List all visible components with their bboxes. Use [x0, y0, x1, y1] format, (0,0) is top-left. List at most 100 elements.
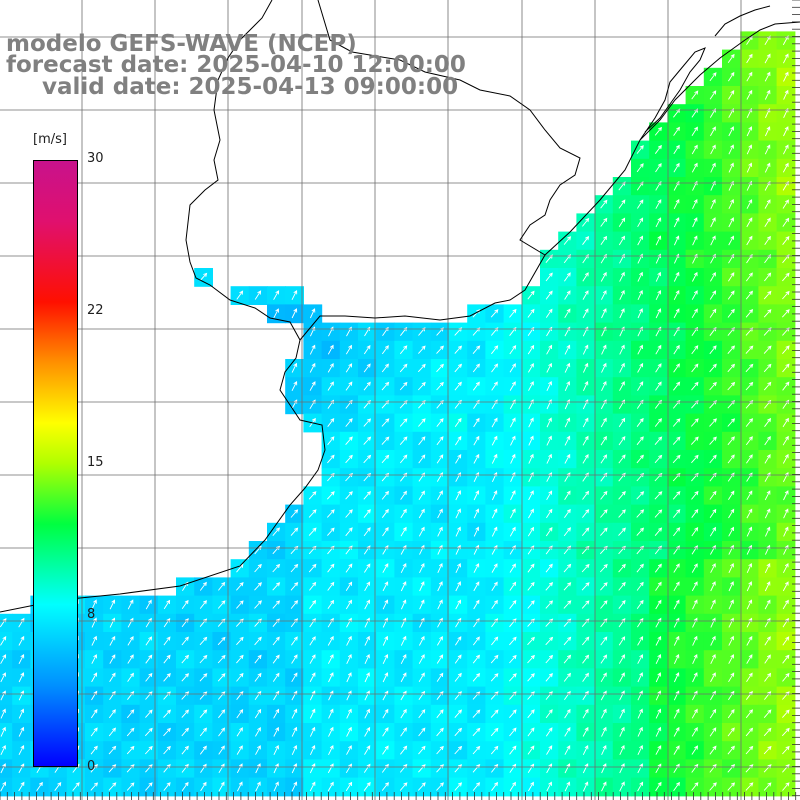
wind-arrow	[745, 782, 754, 791]
wind-arrow	[782, 290, 790, 300]
wind-arrow	[709, 290, 717, 300]
wind-arrow	[764, 217, 771, 227]
wind-arrow	[673, 527, 681, 537]
wind-arrow	[709, 454, 717, 464]
wind-arrow	[436, 345, 444, 354]
wind-arrow	[545, 600, 554, 609]
wind-arrow	[691, 563, 698, 573]
colorbar-tick-15: 15	[87, 455, 104, 470]
wind-arrow	[727, 454, 735, 464]
wind-arrow	[691, 126, 698, 136]
wind-arrow	[18, 726, 25, 737]
wind-arrow	[746, 199, 753, 209]
wind-arrow	[255, 726, 261, 737]
wind-arrow	[345, 563, 353, 573]
wind-arrow	[636, 581, 644, 591]
valid-date: valid date: 2025-04-13 09:00:00	[42, 74, 459, 100]
wind-arrow	[400, 708, 407, 719]
wind-arrow	[145, 636, 153, 646]
wind-arrow	[727, 782, 736, 791]
wind-arrow	[564, 308, 571, 319]
wind-arrow	[455, 453, 462, 464]
wind-arrow	[327, 454, 335, 464]
wind-arrow	[236, 581, 244, 591]
wind-arrow	[382, 635, 389, 646]
wind-arrow	[782, 581, 789, 592]
wind-arrow	[255, 745, 261, 755]
wind-arrow	[509, 363, 516, 373]
wind-arrow	[163, 727, 171, 737]
wind-arrow	[145, 672, 153, 682]
wind-arrow	[291, 636, 298, 646]
wind-arrow	[637, 654, 643, 664]
wind-arrow	[455, 562, 461, 573]
wind-arrow	[527, 344, 535, 355]
wind-arrow	[692, 635, 698, 646]
wind-arrow	[527, 745, 535, 755]
wind-arrow	[582, 217, 590, 227]
wind-arrow	[782, 672, 790, 682]
wind-arrow	[763, 381, 772, 391]
wind-arrow	[419, 581, 425, 592]
wind-arrow	[728, 581, 734, 592]
wind-arrow	[291, 362, 298, 373]
wind-arrow	[764, 71, 771, 82]
wind-arrow	[218, 781, 225, 792]
wind-arrow	[655, 199, 662, 209]
wind-arrow	[363, 490, 372, 500]
wind-arrow	[582, 472, 589, 482]
wind-arrow	[217, 600, 226, 609]
wind-arrow	[327, 362, 334, 373]
wind-arrow	[363, 418, 372, 427]
wind-arrow	[600, 600, 608, 609]
wind-arrow	[655, 726, 662, 737]
wind-arrow	[728, 508, 735, 519]
wind-arrow	[199, 654, 208, 664]
wind-arrow	[199, 272, 208, 282]
wind-arrow	[710, 235, 716, 246]
wind-arrow	[673, 162, 680, 173]
wind-speed-cells	[0, 31, 796, 797]
wind-arrow	[346, 635, 352, 646]
wind-arrow	[599, 563, 608, 573]
wind-arrow	[328, 708, 334, 719]
wind-arrow	[473, 526, 480, 537]
wind-arrow	[782, 345, 790, 354]
wind-arrow	[254, 600, 262, 609]
wind-arrow	[763, 782, 772, 791]
wind-arrow	[745, 363, 754, 373]
wind-arrow	[163, 782, 171, 791]
wind-arrow	[346, 690, 352, 701]
wind-arrow	[436, 418, 444, 427]
wind-arrow	[619, 726, 625, 737]
wind-arrow	[181, 673, 190, 682]
wind-arrow	[655, 745, 662, 755]
wind-arrow	[673, 581, 680, 592]
wind-arrow	[90, 727, 98, 737]
wind-arrow	[145, 599, 152, 610]
wind-arrow	[126, 727, 135, 737]
wind-arrow	[546, 344, 553, 355]
wind-arrow	[764, 453, 771, 464]
wind-arrow	[672, 436, 681, 445]
wind-speed-cell	[0, 723, 13, 742]
wind-arrow	[619, 708, 625, 719]
wind-arrow	[327, 381, 334, 391]
wind-arrow	[345, 344, 352, 355]
wind-arrow	[417, 381, 426, 391]
wind-arrow	[363, 381, 371, 391]
wind-speed-cell	[0, 613, 13, 633]
wind-arrow	[764, 53, 771, 64]
wind-arrow	[418, 526, 425, 537]
wind-arrow	[346, 745, 352, 755]
wind-arrow	[582, 290, 589, 300]
wind-arrow	[636, 563, 644, 573]
wind-arrow	[364, 745, 371, 755]
wind-arrow	[309, 708, 316, 719]
wind-arrow	[746, 672, 753, 682]
wind-arrow	[710, 599, 716, 610]
wind-arrow	[637, 235, 643, 246]
wind-arrow	[782, 217, 790, 227]
wind-arrow	[291, 308, 298, 319]
wind-arrow	[400, 526, 407, 537]
